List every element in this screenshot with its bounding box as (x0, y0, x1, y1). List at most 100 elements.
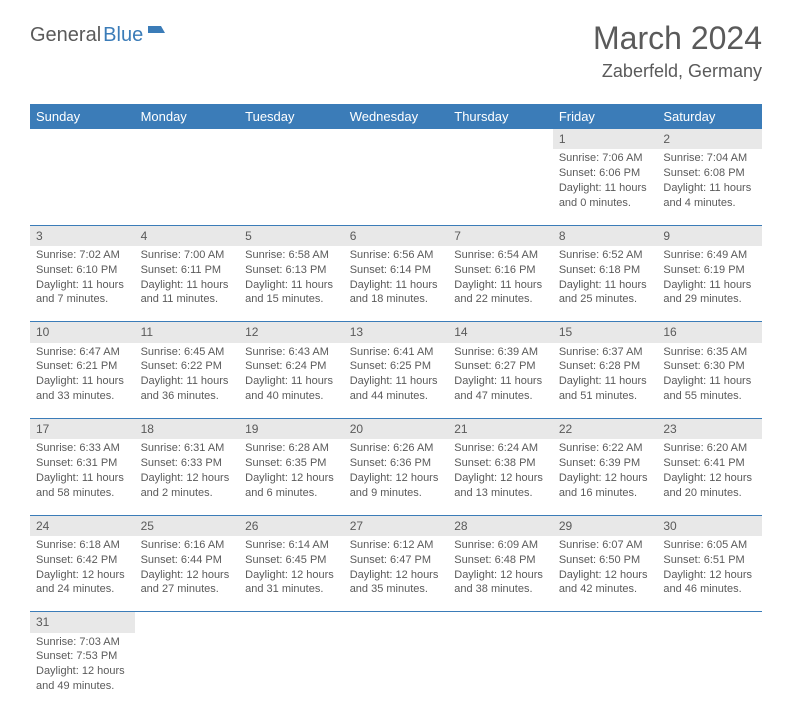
daylight-text: Daylight: 12 hours and 20 minutes. (663, 471, 756, 501)
sunset-text: Sunset: 6:30 PM (663, 359, 756, 374)
sunset-text: Sunset: 6:44 PM (141, 553, 234, 568)
day-detail-row: Sunrise: 7:06 AMSunset: 6:06 PMDaylight:… (30, 149, 762, 225)
daylight-text: Daylight: 11 hours and 11 minutes. (141, 278, 234, 308)
day-number: 4 (135, 225, 240, 246)
day-detail: Sunrise: 6:41 AMSunset: 6:25 PMDaylight:… (344, 343, 449, 419)
sunrise-text: Sunrise: 6:58 AM (245, 248, 338, 263)
day-number: 19 (239, 419, 344, 440)
sunrise-text: Sunrise: 6:43 AM (245, 345, 338, 360)
sunrise-text: Sunrise: 6:39 AM (454, 345, 547, 360)
sunset-text: Sunset: 6:14 PM (350, 263, 443, 278)
daylight-text: Daylight: 11 hours and 47 minutes. (454, 374, 547, 404)
day-detail: Sunrise: 6:24 AMSunset: 6:38 PMDaylight:… (448, 439, 553, 515)
daylight-text: Daylight: 11 hours and 29 minutes. (663, 278, 756, 308)
daylight-text: Daylight: 11 hours and 25 minutes. (559, 278, 652, 308)
sunrise-text: Sunrise: 6:14 AM (245, 538, 338, 553)
sunrise-text: Sunrise: 6:35 AM (663, 345, 756, 360)
day-number: 5 (239, 225, 344, 246)
sunrise-text: Sunrise: 6:26 AM (350, 441, 443, 456)
day-detail: Sunrise: 6:33 AMSunset: 6:31 PMDaylight:… (30, 439, 135, 515)
sunrise-text: Sunrise: 7:00 AM (141, 248, 234, 263)
calendar-table: SundayMondayTuesdayWednesdayThursdayFrid… (30, 104, 762, 709)
day-number: 17 (30, 419, 135, 440)
day-detail: Sunrise: 6:35 AMSunset: 6:30 PMDaylight:… (657, 343, 762, 419)
daylight-text: Daylight: 12 hours and 6 minutes. (245, 471, 338, 501)
sunset-text: Sunset: 6:48 PM (454, 553, 547, 568)
day-number-row: 10111213141516 (30, 322, 762, 343)
logo-text-general: General (30, 24, 101, 47)
day-number (553, 612, 658, 633)
weekday-header: Tuesday (239, 104, 344, 129)
day-detail: Sunrise: 6:37 AMSunset: 6:28 PMDaylight:… (553, 343, 658, 419)
sunrise-text: Sunrise: 6:56 AM (350, 248, 443, 263)
day-detail: Sunrise: 7:03 AMSunset: 7:53 PMDaylight:… (30, 633, 135, 709)
daylight-text: Daylight: 12 hours and 27 minutes. (141, 568, 234, 598)
day-number: 24 (30, 515, 135, 536)
day-number-row: 17181920212223 (30, 419, 762, 440)
sunrise-text: Sunrise: 6:52 AM (559, 248, 652, 263)
daylight-text: Daylight: 11 hours and 4 minutes. (663, 181, 756, 211)
day-number (30, 129, 135, 149)
sunset-text: Sunset: 6:13 PM (245, 263, 338, 278)
daylight-text: Daylight: 11 hours and 58 minutes. (36, 471, 129, 501)
day-detail (344, 633, 449, 709)
day-number: 6 (344, 225, 449, 246)
sunrise-text: Sunrise: 6:12 AM (350, 538, 443, 553)
sunset-text: Sunset: 6:25 PM (350, 359, 443, 374)
sunrise-text: Sunrise: 6:54 AM (454, 248, 547, 263)
sunset-text: Sunset: 6:11 PM (141, 263, 234, 278)
day-detail: Sunrise: 6:12 AMSunset: 6:47 PMDaylight:… (344, 536, 449, 612)
sunset-text: Sunset: 6:08 PM (663, 166, 756, 181)
day-detail (448, 633, 553, 709)
sunset-text: Sunset: 6:16 PM (454, 263, 547, 278)
sunrise-text: Sunrise: 7:02 AM (36, 248, 129, 263)
sunset-text: Sunset: 6:50 PM (559, 553, 652, 568)
location: Zaberfeld, Germany (593, 61, 762, 82)
daylight-text: Daylight: 11 hours and 18 minutes. (350, 278, 443, 308)
day-detail: Sunrise: 6:07 AMSunset: 6:50 PMDaylight:… (553, 536, 658, 612)
sunrise-text: Sunrise: 6:09 AM (454, 538, 547, 553)
day-detail: Sunrise: 6:05 AMSunset: 6:51 PMDaylight:… (657, 536, 762, 612)
weekday-header: Friday (553, 104, 658, 129)
day-number: 8 (553, 225, 658, 246)
day-number: 15 (553, 322, 658, 343)
day-number: 28 (448, 515, 553, 536)
day-detail-row: Sunrise: 6:33 AMSunset: 6:31 PMDaylight:… (30, 439, 762, 515)
day-number: 26 (239, 515, 344, 536)
day-number (344, 612, 449, 633)
sunrise-text: Sunrise: 6:07 AM (559, 538, 652, 553)
day-number: 30 (657, 515, 762, 536)
sunset-text: Sunset: 6:21 PM (36, 359, 129, 374)
day-number (239, 129, 344, 149)
day-detail: Sunrise: 6:31 AMSunset: 6:33 PMDaylight:… (135, 439, 240, 515)
daylight-text: Daylight: 12 hours and 31 minutes. (245, 568, 338, 598)
sunset-text: Sunset: 6:28 PM (559, 359, 652, 374)
weekday-header: Saturday (657, 104, 762, 129)
daylight-text: Daylight: 11 hours and 51 minutes. (559, 374, 652, 404)
sunrise-text: Sunrise: 6:41 AM (350, 345, 443, 360)
sunrise-text: Sunrise: 6:05 AM (663, 538, 756, 553)
day-detail: Sunrise: 6:52 AMSunset: 6:18 PMDaylight:… (553, 246, 658, 322)
daylight-text: Daylight: 11 hours and 44 minutes. (350, 374, 443, 404)
sunset-text: Sunset: 6:27 PM (454, 359, 547, 374)
day-number: 2 (657, 129, 762, 149)
day-detail: Sunrise: 6:45 AMSunset: 6:22 PMDaylight:… (135, 343, 240, 419)
day-detail: Sunrise: 7:06 AMSunset: 6:06 PMDaylight:… (553, 149, 658, 225)
day-detail (30, 149, 135, 225)
day-detail: Sunrise: 6:58 AMSunset: 6:13 PMDaylight:… (239, 246, 344, 322)
day-number (448, 612, 553, 633)
weekday-header: Wednesday (344, 104, 449, 129)
daylight-text: Daylight: 12 hours and 49 minutes. (36, 664, 129, 694)
sunrise-text: Sunrise: 7:03 AM (36, 635, 129, 650)
weekday-header-row: SundayMondayTuesdayWednesdayThursdayFrid… (30, 104, 762, 129)
day-detail: Sunrise: 6:56 AMSunset: 6:14 PMDaylight:… (344, 246, 449, 322)
sunrise-text: Sunrise: 6:33 AM (36, 441, 129, 456)
sunset-text: Sunset: 6:51 PM (663, 553, 756, 568)
day-detail (135, 149, 240, 225)
sunrise-text: Sunrise: 6:16 AM (141, 538, 234, 553)
day-detail: Sunrise: 6:09 AMSunset: 6:48 PMDaylight:… (448, 536, 553, 612)
day-number: 7 (448, 225, 553, 246)
day-number: 20 (344, 419, 449, 440)
day-detail (657, 633, 762, 709)
sunset-text: Sunset: 6:33 PM (141, 456, 234, 471)
